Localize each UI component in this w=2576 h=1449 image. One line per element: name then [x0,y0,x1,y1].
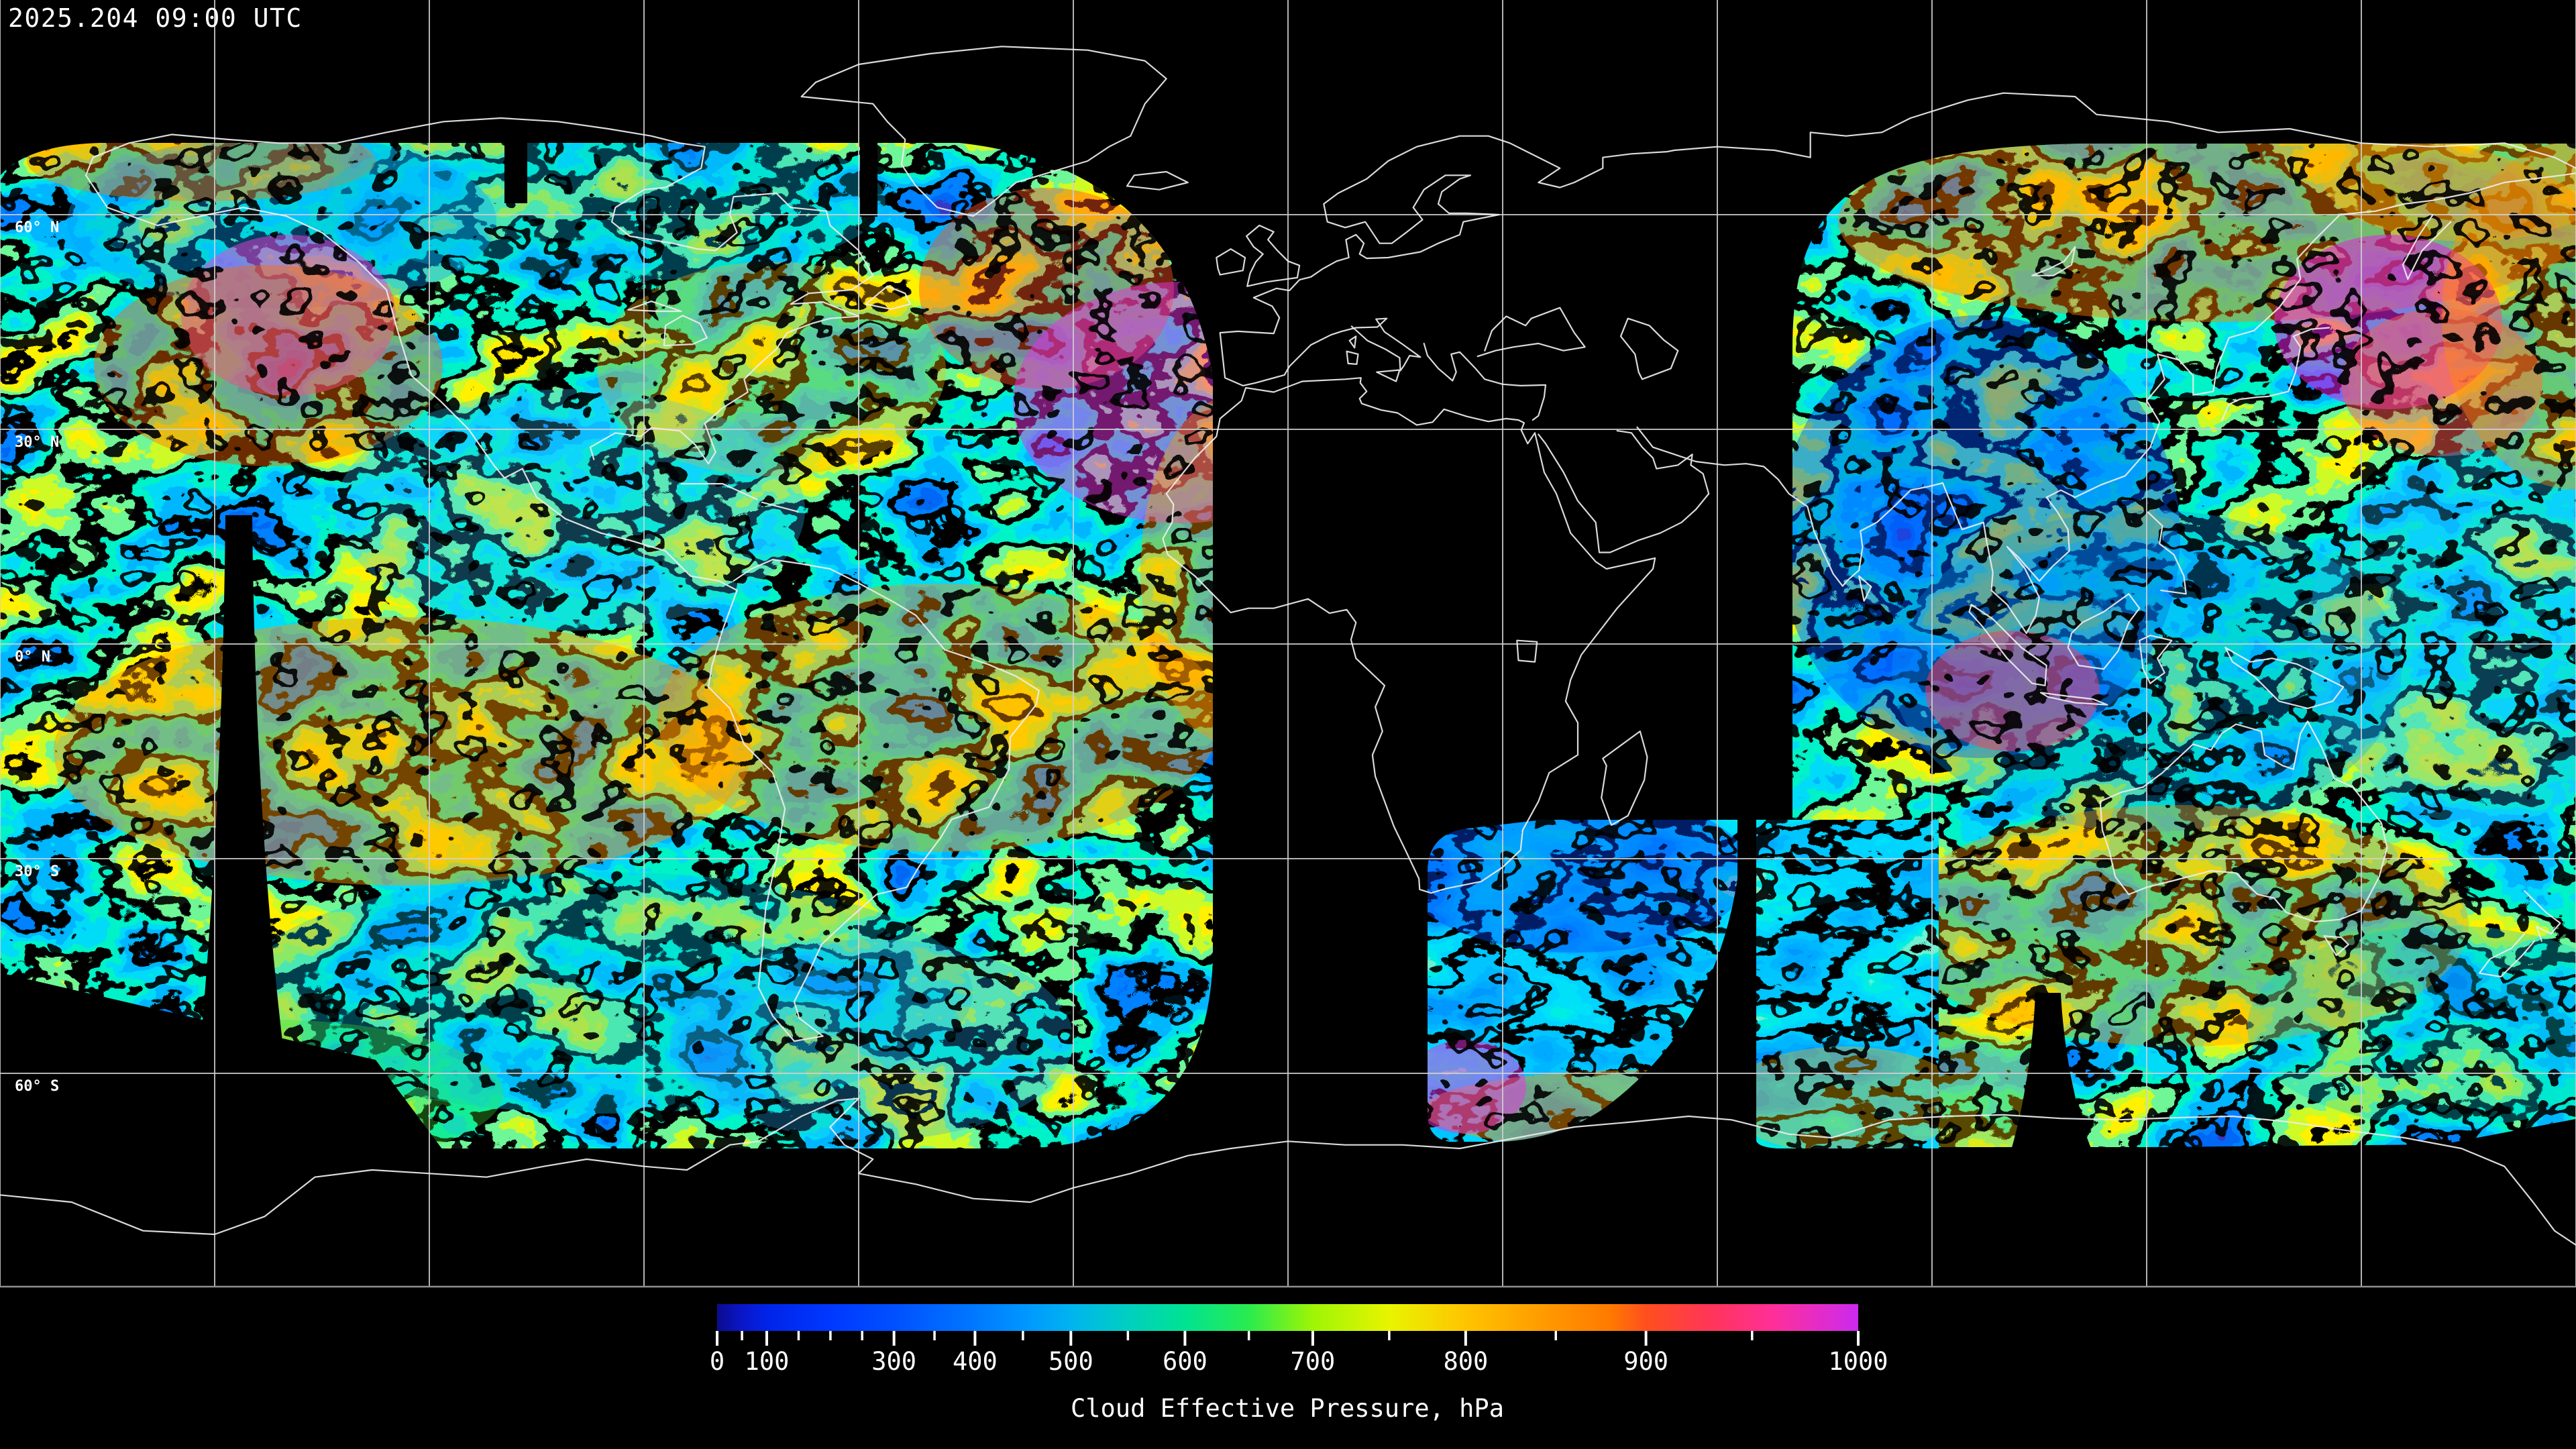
colorbar-tick-label: 900 [1623,1347,1668,1376]
swath-gap [2011,993,2092,1150]
data-gap-speckle [1756,820,1939,1148]
latitude-label: 30° N [15,434,59,451]
colorbar-title: Cloud Effective Pressure, hPa [1071,1394,1504,1423]
swath-gap [191,515,297,1148]
colorbar-tick-label: 500 [1049,1347,1093,1376]
coastlines [0,46,2576,1246]
swath-gaps [0,143,2092,1150]
data-gap-speckle [0,143,1213,1148]
colorbar-tick-label: 1000 [1828,1347,1888,1376]
colorbar-tick-label: 800 [1443,1347,1488,1376]
latitude-label: 30° S [15,863,59,880]
latitude-label: 60° S [15,1078,59,1095]
data-swath [1428,820,1737,1142]
colorbar-ticks [716,1331,1860,1346]
colorbar-tick-label: 300 [871,1347,916,1376]
colorbar-gradient [717,1304,1858,1331]
swath-gap [0,973,443,1150]
timestamp-label: 2025.204 09:00 UTC [8,3,303,33]
latitude-label: 60° N [15,219,59,236]
swath-gap [860,143,877,217]
colorbar-legend: 0 100 300 400 500 600 700 800 900 1000 Cloud Effe… [710,1304,1888,1423]
graticule [0,0,2576,1288]
data-swath [1756,820,1939,1148]
colorbar-tick-label: 600 [1163,1347,1208,1376]
satellite-data-swaths [0,143,2576,1148]
colorbar-tick-label: 0 [710,1347,724,1376]
data-swath [0,143,1213,1148]
latitude-label: 0° N [15,649,50,665]
colorbar-tick-label: 700 [1291,1347,1336,1376]
swath-gap [504,143,527,203]
latitude-labels: 60° N 30° N 0° N 30° S 60° S [15,219,59,1095]
colorbar-tick-labels: 0 100 300 400 500 600 700 800 900 1000 [710,1347,1888,1376]
colorbar-tick-label: 100 [745,1347,790,1376]
colorbar-tick-label: 400 [953,1347,998,1376]
